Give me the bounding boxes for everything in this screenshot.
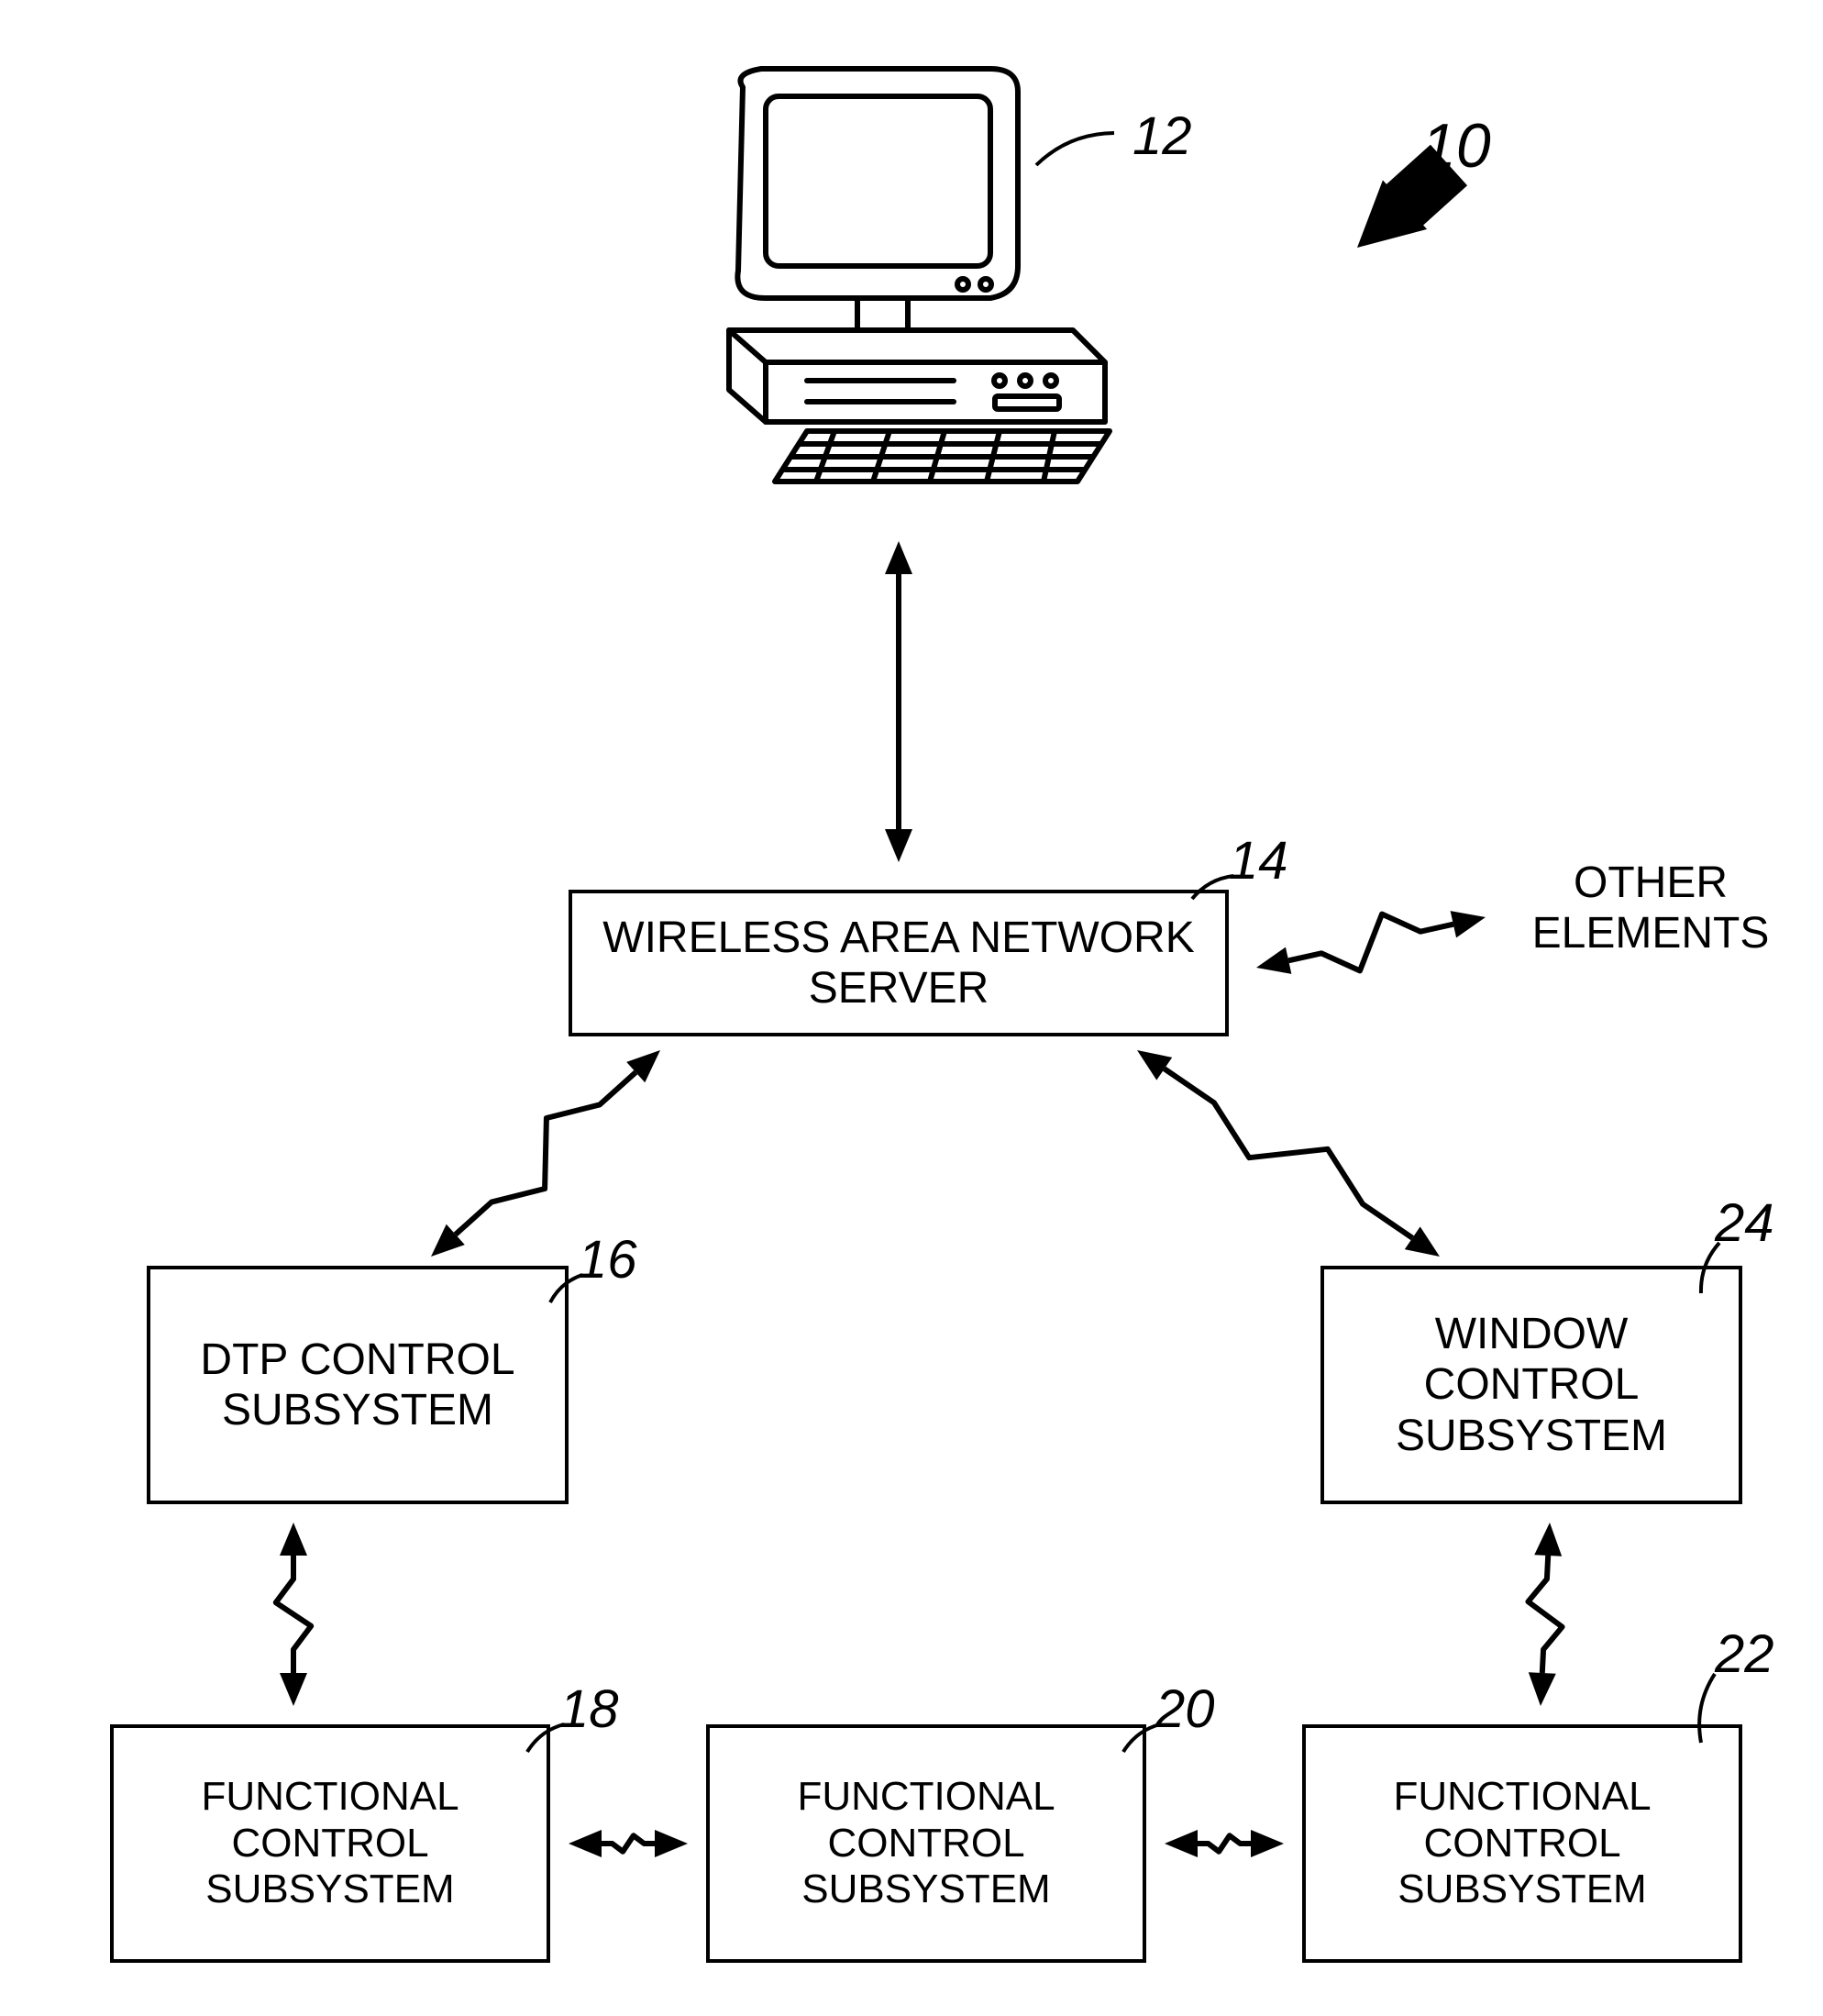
other-elements-label: OTHER ELEMENTS (1504, 858, 1797, 958)
dtp-node: DTP CONTROL SUBSYSTEM (147, 1266, 569, 1504)
func1-text: FUNCTIONAL CONTROL SUBSYSTEM (114, 1774, 547, 1913)
ref-10: 10 (1421, 110, 1491, 182)
ref-20: 20 (1155, 1678, 1215, 1740)
ref-24-text: 24 (1715, 1193, 1774, 1253)
ref-10-text: 10 (1421, 111, 1491, 181)
func1-node: FUNCTIONAL CONTROL SUBSYSTEM (110, 1724, 550, 1963)
ref-12-text: 12 (1132, 106, 1192, 166)
ref-18-text: 18 (559, 1679, 619, 1739)
func2-node: FUNCTIONAL CONTROL SUBSYSTEM (706, 1724, 1146, 1963)
ref-14: 14 (1229, 830, 1288, 892)
ref-20-text: 20 (1155, 1679, 1215, 1739)
dtp-text: DTP CONTROL SUBSYSTEM (150, 1335, 565, 1435)
func3-node: FUNCTIONAL CONTROL SUBSYSTEM (1302, 1724, 1742, 1963)
ref-18: 18 (559, 1678, 619, 1740)
ref-14-text: 14 (1229, 831, 1288, 891)
ref-16-text: 16 (578, 1230, 637, 1290)
ref-22-text: 22 (1715, 1624, 1774, 1684)
server-text: WIRELESS AREA NETWORK SERVER (572, 913, 1225, 1014)
ref-16: 16 (578, 1229, 637, 1290)
window-node: WINDOW CONTROL SUBSYSTEM (1320, 1266, 1742, 1504)
window-text: WINDOW CONTROL SUBSYSTEM (1324, 1309, 1739, 1461)
computer-icon (679, 55, 1155, 486)
server-node: WIRELESS AREA NETWORK SERVER (569, 890, 1229, 1036)
func2-text: FUNCTIONAL CONTROL SUBSYSTEM (710, 1774, 1143, 1913)
ref-22: 22 (1715, 1623, 1774, 1685)
ref-24: 24 (1715, 1192, 1774, 1254)
func3-text: FUNCTIONAL CONTROL SUBSYSTEM (1306, 1774, 1739, 1913)
other-elements-text: OTHER ELEMENTS (1532, 858, 1770, 958)
diagram-stage: WIRELESS AREA NETWORK SERVER DTP CONTROL… (0, 0, 1823, 2016)
ref-12: 12 (1132, 105, 1192, 167)
